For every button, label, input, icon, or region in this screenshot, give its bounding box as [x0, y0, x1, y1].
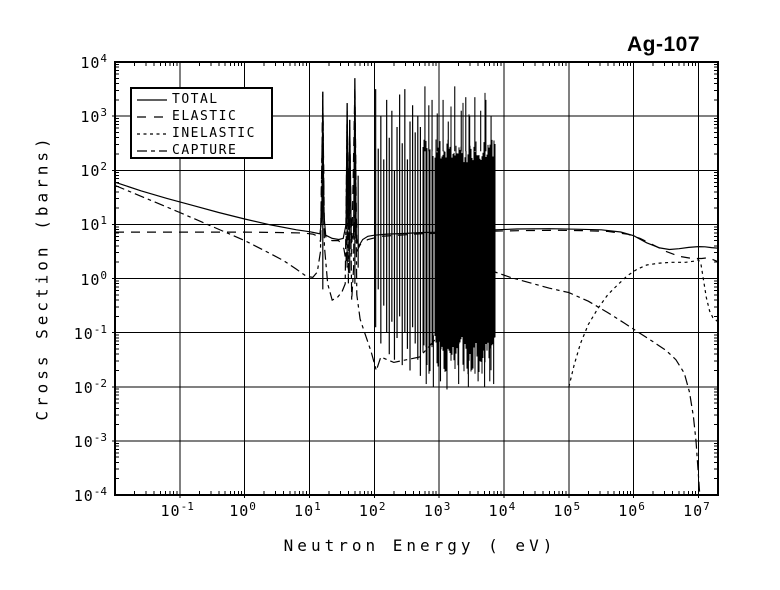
elastic-line-sample-icon	[137, 116, 167, 118]
y-tick-label: 10-1	[73, 322, 107, 343]
legend-item-elastic: ELASTIC	[136, 109, 271, 125]
legend-item-inelastic: INELASTIC	[136, 126, 271, 142]
inelastic-line-sample-icon	[137, 133, 167, 135]
y-tick-label: 10-2	[73, 376, 107, 397]
legend-label: INELASTIC	[172, 126, 256, 141]
x-tick-label: 107	[683, 500, 710, 520]
total-line-sample-icon	[137, 99, 167, 101]
y-tick-label: 103	[80, 106, 107, 127]
legend-label: CAPTURE	[172, 143, 238, 158]
y-tick-label: 10-4	[73, 485, 107, 505]
x-tick-label: 101	[294, 500, 321, 520]
inelastic-curve	[568, 259, 719, 387]
chart-title: Ag-107	[626, 33, 700, 56]
plot-border	[114, 61, 719, 496]
y-tick-label: 10-3	[73, 430, 107, 451]
x-tick-label: 10-1	[160, 500, 194, 520]
y-tick-label: 101	[80, 214, 107, 235]
x-tick-label: 104	[488, 500, 516, 520]
y-tick-label: 104	[80, 52, 107, 72]
x-tick-label: 103	[423, 500, 451, 520]
x-axis-title: Neutron Energy ( eV)	[283, 536, 557, 555]
legend-item-capture: CAPTURE	[136, 143, 271, 159]
x-tick-label: 100	[229, 500, 256, 520]
x-tick-label: 102	[358, 500, 386, 520]
capture-curve	[114, 94, 701, 496]
capture-line-sample-icon	[137, 150, 167, 152]
y-tick-label: 100	[80, 268, 107, 289]
legend: TOTAL ELASTIC INELASTIC CAPTURE	[130, 87, 273, 159]
legend-label: ELASTIC	[172, 109, 238, 124]
legend-label: TOTAL	[172, 92, 219, 107]
x-tick-label: 106	[618, 500, 645, 520]
legend-item-total: TOTAL	[136, 92, 271, 108]
x-tick-label: 105	[553, 500, 581, 520]
y-tick-label: 102	[80, 160, 107, 181]
